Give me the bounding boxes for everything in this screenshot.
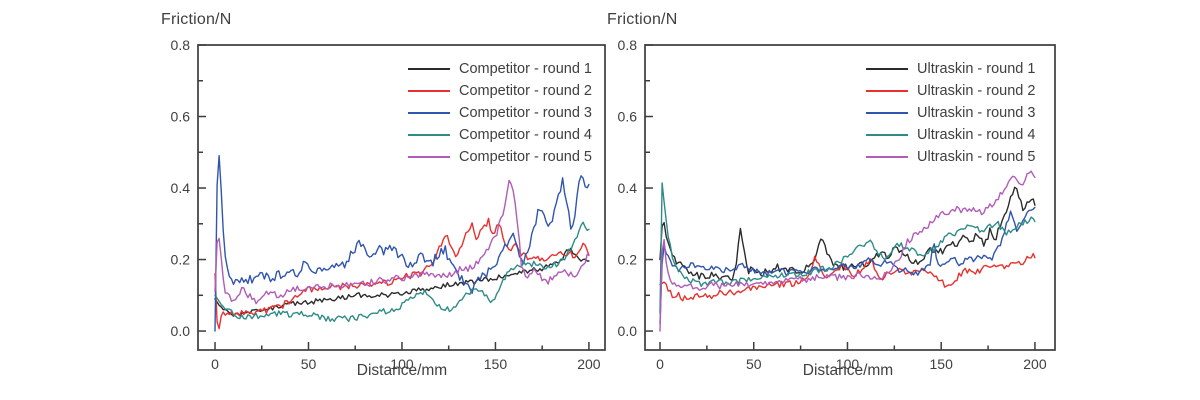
tick-labels-0: 0 50 100 150 200 0.0 0.2 0.4 0.6 0.8 bbox=[171, 37, 601, 372]
legend-line-swatch bbox=[408, 112, 450, 114]
svg-text:0.2: 0.2 bbox=[618, 252, 638, 268]
legend-item: Ultraskin - round 5 bbox=[866, 146, 1035, 168]
legend-label: Competitor - round 1 bbox=[459, 61, 592, 77]
legend-line-swatch bbox=[408, 90, 450, 92]
svg-text:0.2: 0.2 bbox=[171, 252, 191, 268]
svg-text:0.8: 0.8 bbox=[618, 37, 638, 53]
svg-text:0.0: 0.0 bbox=[171, 323, 191, 339]
x-axis-title-right: Distance/mm bbox=[802, 362, 894, 379]
legend-left: Competitor - round 1 Competitor - round 2… bbox=[408, 58, 592, 168]
legend-line-swatch bbox=[408, 134, 450, 136]
series-line-3 bbox=[659, 206, 1036, 325]
series-group-1 bbox=[659, 170, 1036, 332]
legend-label: Competitor - round 3 bbox=[459, 105, 592, 121]
legend-item: Ultraskin - round 3 bbox=[866, 102, 1035, 124]
legend-item: Ultraskin - round 4 bbox=[866, 124, 1035, 146]
svg-text:200: 200 bbox=[577, 356, 601, 372]
svg-text:100: 100 bbox=[836, 356, 860, 372]
legend-line-swatch bbox=[408, 68, 450, 70]
legend-label: Ultraskin - round 4 bbox=[917, 127, 1036, 143]
legend-label: Ultraskin - round 2 bbox=[917, 83, 1036, 99]
legend-item: Competitor - round 5 bbox=[408, 146, 592, 168]
y-axis-title-left: Friction/N bbox=[161, 11, 232, 28]
svg-text:0.6: 0.6 bbox=[171, 109, 191, 125]
legend-label: Competitor - round 2 bbox=[459, 83, 592, 99]
legend-item: Ultraskin - round 1 bbox=[866, 58, 1035, 80]
series-group-0 bbox=[214, 155, 590, 332]
svg-text:50: 50 bbox=[746, 356, 762, 372]
legend-item: Ultraskin - round 2 bbox=[866, 80, 1035, 102]
svg-text:0: 0 bbox=[656, 356, 664, 372]
legend-label: Competitor - round 5 bbox=[459, 149, 592, 165]
legend-right: Ultraskin - round 1 Ultraskin - round 2 Ul… bbox=[866, 58, 1035, 168]
svg-text:0.4: 0.4 bbox=[171, 180, 191, 196]
x-axis-title-left: Distance/mm bbox=[356, 362, 448, 379]
legend-line-swatch bbox=[866, 68, 908, 70]
svg-text:0.0: 0.0 bbox=[618, 323, 638, 339]
series-line-4 bbox=[214, 221, 590, 323]
svg-text:0: 0 bbox=[211, 356, 219, 372]
series-line-5 bbox=[659, 170, 1036, 332]
svg-text:0.4: 0.4 bbox=[618, 180, 638, 196]
legend-item: Competitor - round 2 bbox=[408, 80, 592, 102]
svg-text:50: 50 bbox=[301, 356, 317, 372]
legend-line-swatch bbox=[866, 112, 908, 114]
svg-text:200: 200 bbox=[1023, 356, 1047, 372]
series-line-2 bbox=[214, 217, 590, 330]
series-line-5 bbox=[214, 179, 590, 305]
legend-item: Competitor - round 4 bbox=[408, 124, 592, 146]
series-line-3 bbox=[214, 155, 590, 332]
legend-line-swatch bbox=[866, 156, 908, 158]
legend-line-swatch bbox=[866, 90, 908, 92]
legend-item: Competitor - round 3 bbox=[408, 102, 592, 124]
legend-label: Ultraskin - round 5 bbox=[917, 149, 1036, 165]
legend-line-swatch bbox=[866, 134, 908, 136]
svg-text:150: 150 bbox=[930, 356, 954, 372]
legend-label: Ultraskin - round 1 bbox=[917, 61, 1036, 77]
svg-text:0.6: 0.6 bbox=[618, 109, 638, 125]
y-axis-title-right: Friction/N bbox=[607, 11, 678, 28]
series-line-4 bbox=[659, 182, 1036, 314]
legend-label: Ultraskin - round 3 bbox=[917, 105, 1036, 121]
axis-ticks-1 bbox=[645, 44, 1036, 350]
plot-frame-1 bbox=[644, 44, 1056, 351]
plot-frame-0 bbox=[197, 44, 606, 351]
series-line-1 bbox=[214, 247, 590, 317]
tick-labels-1: 0 50 100 150 200 0.0 0.2 0.4 0.6 0.8 bbox=[618, 37, 1047, 372]
svg-text:150: 150 bbox=[484, 356, 508, 372]
legend-item: Competitor - round 1 bbox=[408, 58, 592, 80]
svg-text:0.8: 0.8 bbox=[171, 37, 191, 53]
legend-label: Competitor - round 4 bbox=[459, 127, 592, 143]
svg-text:100: 100 bbox=[390, 356, 414, 372]
legend-line-swatch bbox=[408, 156, 450, 158]
